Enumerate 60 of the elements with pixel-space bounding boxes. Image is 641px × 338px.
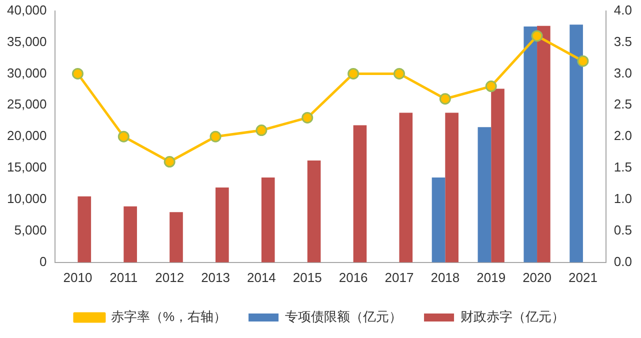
x-tick-label: 2015 xyxy=(292,270,322,285)
y-tick-label: 40,000 xyxy=(6,2,47,18)
y-tick-label: 25,000 xyxy=(6,96,47,112)
point xyxy=(577,55,589,67)
legend-label: 专项债限额（亿元） xyxy=(285,309,402,324)
bar xyxy=(491,88,504,262)
legend-label: 赤字率（%，右轴） xyxy=(110,309,227,324)
y2-tick-label: 0.5 xyxy=(614,222,632,238)
y-tick-label: 5,000 xyxy=(14,222,47,238)
y-tick-label: 20,000 xyxy=(6,128,47,144)
y2-tick-label: 4.0 xyxy=(614,2,632,18)
y2-tick-label: 1.0 xyxy=(614,191,632,206)
bar xyxy=(353,125,367,262)
bar xyxy=(216,188,229,262)
x-tick-label: 2017 xyxy=(384,270,414,285)
y2-tick-label: 3.0 xyxy=(614,65,632,80)
y2-tick-label: 0.0 xyxy=(614,254,632,269)
x-tick-label: 2019 xyxy=(476,270,506,285)
y-tick-label: 15,000 xyxy=(6,160,47,175)
point xyxy=(393,68,405,80)
y-tick-label: 0 xyxy=(40,254,47,269)
point xyxy=(348,68,360,80)
x-tick-label: 2014 xyxy=(246,270,276,285)
point xyxy=(531,30,543,42)
point xyxy=(210,130,222,142)
y-tick-label: 10,000 xyxy=(6,191,47,206)
bar xyxy=(307,160,321,262)
x-tick-label: 2013 xyxy=(201,270,230,285)
x-tick-label: 2018 xyxy=(430,270,460,285)
x-tick-label: 2016 xyxy=(338,270,368,285)
x-tick-label: 2010 xyxy=(63,270,92,285)
point xyxy=(72,68,84,80)
point xyxy=(302,112,314,124)
x-tick-label: 2011 xyxy=(110,270,138,285)
y-tick-label: 30,000 xyxy=(6,65,47,80)
bar xyxy=(524,26,538,262)
bar xyxy=(170,212,183,262)
bar xyxy=(432,177,446,262)
bar xyxy=(537,26,550,262)
y2-tick-label: 1.5 xyxy=(614,160,632,175)
bar xyxy=(399,112,413,262)
y-tick-label: 35,000 xyxy=(6,34,47,49)
bar xyxy=(78,196,92,262)
bar xyxy=(478,127,492,262)
y2-tick-label: 2.0 xyxy=(614,128,632,144)
point xyxy=(256,124,268,136)
bar xyxy=(124,206,137,262)
y2-tick-label: 2.5 xyxy=(614,96,632,112)
point xyxy=(164,156,176,168)
point xyxy=(118,130,130,142)
x-tick-label: 2020 xyxy=(522,270,552,285)
y2-tick-label: 3.5 xyxy=(614,34,632,49)
x-tick-label: 2012 xyxy=(155,270,184,285)
bar xyxy=(570,24,583,262)
x-tick-label: 2021 xyxy=(568,270,598,285)
bar xyxy=(445,112,458,262)
point xyxy=(439,93,451,105)
legend-label: 财政赤字（亿元） xyxy=(460,309,565,324)
point xyxy=(485,80,497,92)
bar xyxy=(261,177,275,262)
